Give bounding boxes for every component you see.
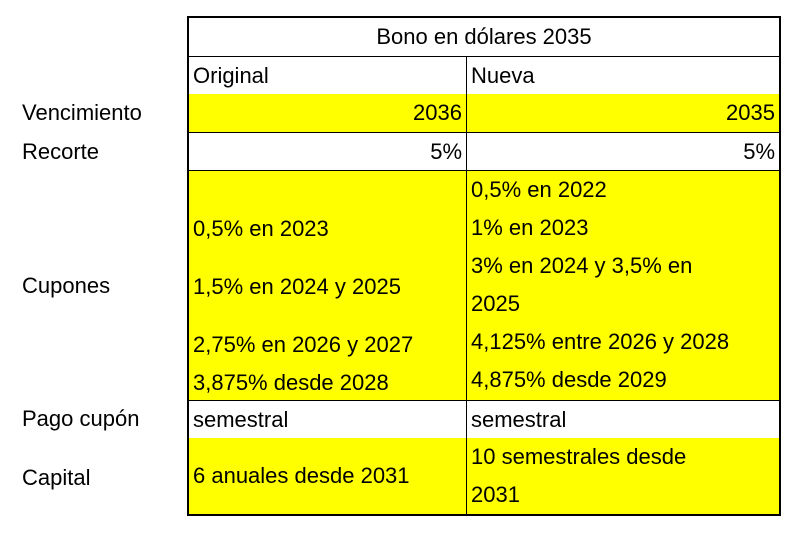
capital-nueva: 10 semestrales desde 2031	[467, 438, 779, 514]
recorte-original: 5%	[430, 139, 462, 164]
capital-original: 6 anuales desde 2031	[189, 438, 466, 514]
vencimiento-original: 2036	[189, 94, 466, 132]
column-divider	[466, 56, 467, 514]
pago-cupon-original: semestral	[193, 407, 289, 432]
cupon-nueva-line: 0,5% en 2022	[471, 177, 607, 202]
header-nueva: Nueva	[471, 63, 535, 88]
table-title: Bono en dólares 2035	[376, 24, 592, 49]
cupon-original-line: 0,5% en 2023	[193, 216, 329, 241]
row-label-cupones: Cupones	[22, 273, 111, 298]
row-label-capital: Capital	[22, 465, 91, 490]
cupon-original-line: 2,75% en 2026 y 2027	[193, 332, 414, 357]
pago-cupon-nueva: semestral	[471, 407, 567, 432]
cupones-original: 0,5% en 2023 1,5% en 2024 y 2025 2,75% e…	[189, 171, 466, 400]
capital-nueva-line: 2031	[471, 482, 520, 507]
recorte-nueva: 5%	[743, 139, 775, 164]
cupon-nueva-line: 3% en 2024 y 3,5% en	[471, 253, 693, 278]
row-label-recorte: Recorte	[22, 139, 100, 164]
cupon-nueva-line: 2025	[471, 291, 520, 316]
cupon-nueva-line: 4,875% desde 2029	[471, 367, 667, 392]
header-original: Original	[193, 63, 269, 88]
cupon-original-line: 1,5% en 2024 y 2025	[193, 274, 401, 299]
row-label-pago-cupon: Pago cupón	[22, 406, 140, 431]
cupon-original-line: 3,875% desde 2028	[193, 370, 389, 395]
vencimiento-nueva: 2035	[467, 94, 779, 132]
bond-table: Bono en dólares 2035 Original Nueva 2036…	[187, 16, 781, 516]
cupon-nueva-line: 1% en 2023	[471, 215, 589, 240]
cupon-nueva-line: 4,125% entre 2026 y 2028	[471, 329, 730, 354]
row-label-vencimiento: Vencimiento	[22, 100, 142, 125]
capital-nueva-line: 10 semestrales desde	[471, 444, 687, 469]
cupones-nueva: 0,5% en 2022 1% en 2023 3% en 2024 y 3,5…	[467, 171, 779, 400]
capital-original-line: 6 anuales desde 2031	[193, 463, 410, 488]
